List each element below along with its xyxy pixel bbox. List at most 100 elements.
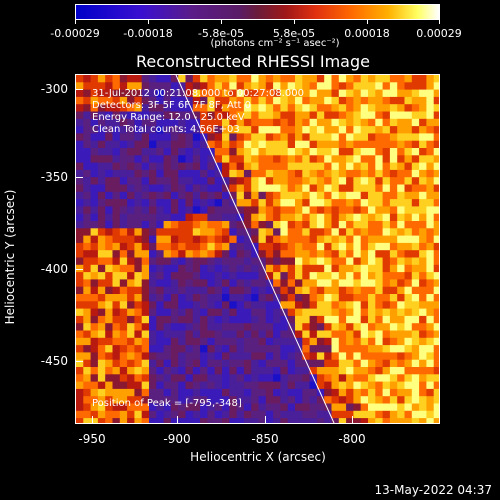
heatmap-cell bbox=[338, 272, 347, 280]
heatmap-cell bbox=[258, 330, 267, 339]
heatmap-cell bbox=[353, 396, 362, 404]
heatmap-cell bbox=[273, 213, 281, 222]
heatmap-cell bbox=[338, 367, 347, 375]
heatmap-cell bbox=[127, 177, 135, 185]
heatmap-cell bbox=[324, 403, 332, 412]
heatmap-cell bbox=[119, 388, 128, 397]
heatmap-cell bbox=[433, 396, 439, 404]
heatmap-cell bbox=[316, 111, 325, 120]
heatmap-cell bbox=[433, 221, 439, 229]
heatmap-cell bbox=[353, 403, 362, 412]
heatmap-cell bbox=[287, 367, 296, 375]
heatmap-cell bbox=[397, 396, 405, 404]
heatmap-cell bbox=[178, 286, 186, 295]
heatmap-cell bbox=[76, 323, 84, 331]
heatmap-cell bbox=[302, 286, 310, 295]
heatmap-cell bbox=[185, 323, 194, 331]
heatmap-cell bbox=[243, 257, 252, 266]
heatmap-cell bbox=[185, 294, 194, 302]
heatmap-cell bbox=[382, 272, 391, 280]
heatmap-cell bbox=[273, 221, 281, 229]
heatmap-cell bbox=[287, 352, 296, 361]
heatmap-cell bbox=[141, 272, 150, 280]
heatmap-cell bbox=[331, 337, 340, 346]
heatmap-cell bbox=[316, 345, 325, 353]
heatmap-cell bbox=[236, 228, 245, 236]
heatmap-cell bbox=[112, 403, 121, 412]
heatmap-cell bbox=[426, 228, 435, 236]
heatmap-cell bbox=[251, 403, 259, 412]
heatmap-cell bbox=[404, 410, 413, 419]
heatmap-cell bbox=[90, 184, 99, 193]
heatmap-cell bbox=[419, 286, 427, 295]
heatmap-cell bbox=[200, 367, 208, 375]
heatmap-cell bbox=[353, 140, 362, 149]
heatmap-cell bbox=[331, 388, 340, 397]
heatmap-cell bbox=[127, 418, 135, 423]
heatmap-cell bbox=[178, 352, 186, 361]
heatmap-cell bbox=[243, 323, 252, 331]
heatmap-cell bbox=[185, 126, 194, 134]
heatmap-cell bbox=[375, 206, 383, 215]
heatmap-cell bbox=[76, 279, 84, 288]
heatmap-cell bbox=[360, 330, 369, 339]
heatmap-cell bbox=[243, 206, 252, 215]
x-tick-mark bbox=[265, 416, 266, 424]
heatmap-cell bbox=[163, 235, 172, 244]
heatmap-cell bbox=[280, 279, 289, 288]
heatmap-cell bbox=[90, 199, 99, 207]
heatmap-cell bbox=[433, 381, 439, 390]
heatmap-cell bbox=[426, 206, 435, 215]
heatmap-cell bbox=[426, 330, 435, 339]
heatmap-cell bbox=[170, 235, 179, 244]
heatmap-cell bbox=[346, 403, 354, 412]
heatmap-cell bbox=[397, 323, 405, 331]
heatmap-cell bbox=[338, 279, 347, 288]
heatmap-cell bbox=[149, 221, 157, 229]
heatmap-cell bbox=[338, 155, 347, 163]
heatmap-cell bbox=[273, 345, 281, 353]
heatmap-cell bbox=[346, 111, 354, 120]
heatmap-cell bbox=[214, 359, 223, 368]
heatmap-cell bbox=[360, 199, 369, 207]
heatmap-cell bbox=[353, 75, 362, 83]
heatmap-cell bbox=[368, 359, 376, 368]
heatmap-cell bbox=[90, 75, 99, 83]
heatmap-cell bbox=[411, 162, 420, 171]
heatmap-cell bbox=[316, 250, 325, 258]
heatmap-cell bbox=[229, 140, 237, 149]
heatmap-cell bbox=[192, 264, 201, 273]
heatmap-cell bbox=[426, 345, 435, 353]
heatmap-cell bbox=[178, 381, 186, 390]
heatmap-cell bbox=[346, 323, 354, 331]
heatmap-cell bbox=[375, 191, 383, 200]
heatmap-cell bbox=[258, 148, 267, 156]
heatmap-cell bbox=[97, 206, 106, 215]
heatmap-cell bbox=[397, 257, 405, 266]
heatmap-cell bbox=[251, 82, 259, 90]
heatmap-cell bbox=[287, 111, 296, 120]
heatmap-cell bbox=[149, 396, 157, 404]
heatmap-cell bbox=[222, 213, 230, 222]
heatmap-cell bbox=[163, 242, 172, 251]
heatmap-cell bbox=[426, 388, 435, 397]
y-tick-mark bbox=[75, 269, 83, 270]
heatmap-cell bbox=[397, 388, 405, 397]
heatmap-cell bbox=[419, 323, 427, 331]
heatmap-cell bbox=[295, 301, 303, 309]
heatmap-cell bbox=[127, 104, 135, 112]
heatmap-cell bbox=[185, 286, 194, 295]
heatmap-cell bbox=[134, 184, 143, 193]
heatmap-cell bbox=[112, 221, 121, 229]
heatmap-cell bbox=[83, 294, 91, 302]
heatmap-cell bbox=[338, 257, 347, 266]
heatmap-cell bbox=[324, 286, 332, 295]
heatmap-cell bbox=[397, 367, 405, 375]
heatmap-cell bbox=[156, 345, 164, 353]
heatmap-cell bbox=[178, 279, 186, 288]
heatmap-cell bbox=[185, 418, 194, 423]
heatmap-cell bbox=[280, 359, 289, 368]
heatmap-cell bbox=[112, 272, 121, 280]
heatmap-cell bbox=[192, 228, 201, 236]
heatmap-cell bbox=[251, 388, 259, 397]
